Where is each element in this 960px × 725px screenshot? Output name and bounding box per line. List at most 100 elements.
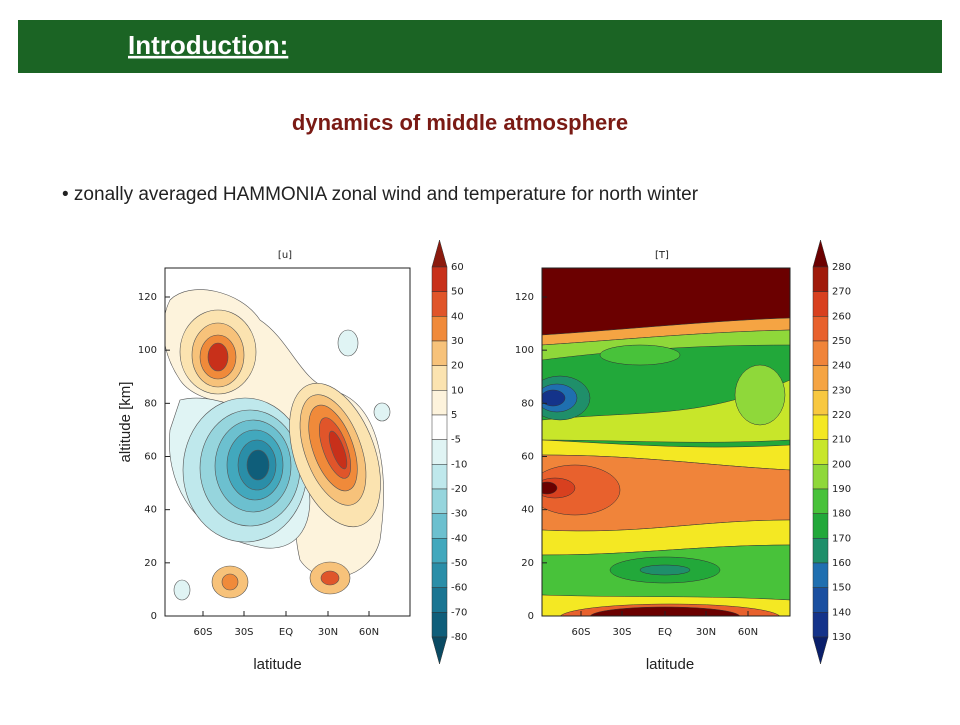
- colorbar-box: [431, 488, 448, 514]
- colorbar-box: [812, 390, 829, 416]
- x-tick-label: 60N: [738, 627, 758, 638]
- colorbar-box: [431, 464, 448, 490]
- colorbar-label: -70: [451, 607, 467, 618]
- colorbar-label: -10: [451, 459, 467, 470]
- y-tick-label: 40: [144, 505, 157, 516]
- plot-frame: [164, 267, 411, 617]
- temperature-field: [542, 268, 790, 616]
- x-tick-label: 60S: [571, 627, 590, 638]
- plot-title: [u]: [278, 250, 292, 261]
- y-tick-label: 120: [138, 292, 157, 303]
- axes: [u] 0 20 40 60 80 100 120 60S 30S EQ 30N 60N latitude…: [138, 239, 851, 673]
- x-tick-label: 30N: [318, 627, 338, 638]
- colorbar-box: [812, 266, 829, 292]
- colorbar-label: 150: [832, 583, 851, 594]
- header-title: Introduction:: [128, 30, 288, 60]
- y-tick-label: 0: [151, 611, 157, 622]
- colorbar-box: [431, 340, 448, 366]
- colorbar-box: [431, 316, 448, 342]
- plot-title: [T]: [655, 250, 669, 261]
- x-axis-label: latitude: [253, 656, 301, 673]
- y-tick-label: 20: [521, 558, 534, 569]
- colorbar-box: [812, 365, 829, 391]
- x-tick-label: 60N: [359, 627, 379, 638]
- colorbar-label: -30: [451, 509, 467, 520]
- colorbar-box: [431, 365, 448, 391]
- colorbar-label: 190: [832, 484, 851, 495]
- colorbar-label: 220: [832, 410, 851, 421]
- colorbar-box: [812, 316, 829, 342]
- colorbar-label: 40: [451, 311, 464, 322]
- colorbar-box: [431, 439, 448, 465]
- colorbar-label: -20: [451, 484, 467, 495]
- x-tick-label: 30S: [234, 627, 253, 638]
- colorbar-box: [812, 538, 829, 564]
- colorbar-box: [812, 439, 829, 465]
- colorbar-box: [431, 612, 448, 638]
- colorbar-label: 230: [832, 385, 851, 396]
- x-tick-label: 30N: [696, 627, 716, 638]
- colorbar-label: 180: [832, 509, 851, 520]
- colorbar-box: [812, 291, 829, 317]
- colorbar-arrow: [812, 239, 829, 268]
- colorbar-label: 170: [832, 533, 851, 544]
- x-tick-label: 60S: [193, 627, 212, 638]
- y-tick-label: 120: [515, 292, 534, 303]
- colorbar-box: [431, 266, 448, 292]
- colorbar-box: [812, 488, 829, 514]
- colorbar-box: [431, 587, 448, 613]
- colorbar-box: [812, 587, 829, 613]
- wind-field: [165, 268, 410, 616]
- header-bar: [18, 20, 942, 73]
- colorbar-label: 280: [832, 262, 851, 273]
- y-tick-label: 20: [144, 558, 157, 569]
- x-axis-label: latitude: [646, 656, 694, 673]
- colorbar-arrow: [431, 636, 448, 665]
- colorbar-label: -80: [451, 632, 467, 643]
- y-tick-label: 80: [144, 398, 157, 409]
- colorbar-box: [431, 291, 448, 317]
- bullet: • zonally averaged HAMMONIA zonal wind a…: [62, 184, 699, 205]
- colorbar-label: 160: [832, 558, 851, 569]
- colorbar-box: [812, 414, 829, 440]
- colorbar-box: [812, 464, 829, 490]
- colorbar-box: [431, 513, 448, 539]
- x-tick-label: EQ: [658, 627, 672, 638]
- colorbar-label: -60: [451, 583, 467, 594]
- colorbar-box: [812, 340, 829, 366]
- y-tick-label: 0: [528, 611, 534, 622]
- colorbar-label: 250: [832, 336, 851, 347]
- plot-frame: [541, 267, 791, 617]
- colorbar-label: 140: [832, 607, 851, 618]
- colorbar-label: -40: [451, 533, 467, 544]
- colorbar-arrow: [812, 636, 829, 665]
- y-tick-label: 100: [138, 345, 157, 356]
- colorbar-box: [431, 414, 448, 440]
- colorbar-box: [812, 513, 829, 539]
- x-tick-label: EQ: [279, 627, 293, 638]
- colorbar-label: 50: [451, 287, 464, 298]
- subtitle: dynamics of middle atmosphere: [292, 110, 628, 135]
- colorbar-label: 60: [451, 262, 464, 273]
- colorbar-label: -50: [451, 558, 467, 569]
- y-tick-label: 40: [521, 505, 534, 516]
- colorbar-label: 130: [832, 632, 851, 643]
- colorbar-label: 240: [832, 361, 851, 372]
- colorbar-box: [812, 562, 829, 588]
- colorbar-label: 270: [832, 287, 851, 298]
- colorbar-arrow: [431, 239, 448, 268]
- y-tick-label: 100: [515, 345, 534, 356]
- colorbar-label: -5: [451, 435, 461, 446]
- y-tick-label: 80: [521, 398, 534, 409]
- colorbar-label: 200: [832, 459, 851, 470]
- colorbar-box: [431, 538, 448, 564]
- colorbar-box: [812, 612, 829, 638]
- colorbar-label: 30: [451, 336, 464, 347]
- x-tick-label: 30S: [612, 627, 631, 638]
- colorbar-box: [431, 390, 448, 416]
- colorbar-label: 210: [832, 435, 851, 446]
- y-axis-label: altitude [km]: [117, 382, 134, 463]
- colorbar-label: 260: [832, 311, 851, 322]
- colorbar-box: [431, 562, 448, 588]
